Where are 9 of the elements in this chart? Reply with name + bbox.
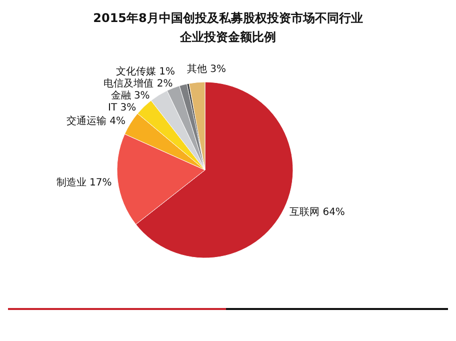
slice-label: 文化传媒 1% [116, 65, 175, 78]
slice-label: IT 3% [108, 102, 136, 114]
slice-label: 其他 3% [186, 63, 226, 75]
slice-label: 制造业 17% [56, 176, 112, 188]
slice-label: 电信及增值 2% [104, 77, 173, 90]
slice-label: 金融 3% [110, 89, 150, 102]
slice-label: 互联网 64% [290, 206, 345, 218]
title: 2015年8月中国创投及私募股权投资市场不同行业企业投资金额比例 [93, 11, 363, 44]
slice-label: 交通运输 4% [66, 115, 126, 128]
